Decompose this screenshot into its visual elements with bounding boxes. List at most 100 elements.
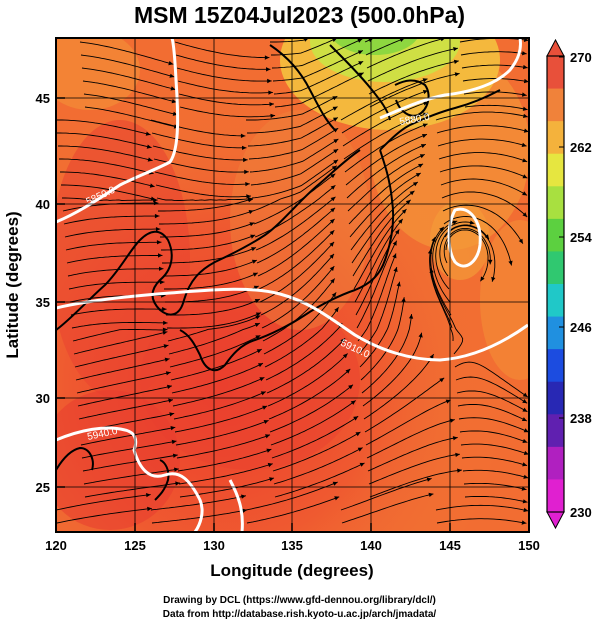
streamline	[459, 430, 528, 443]
streamline	[345, 133, 428, 186]
streamline	[71, 322, 168, 329]
streamline	[346, 143, 427, 199]
streamline	[167, 312, 262, 329]
streamline-arrowhead	[523, 78, 529, 84]
streamline-arrowhead	[480, 276, 485, 282]
streamline	[460, 51, 527, 56]
streamline	[253, 173, 336, 225]
streamline	[274, 72, 364, 108]
streamline-arrowhead	[330, 207, 336, 213]
streamline	[462, 469, 529, 479]
streamline	[351, 190, 415, 264]
streamline-arrowhead	[330, 173, 336, 179]
colorbar-tick-label: 270	[570, 50, 592, 65]
streamline	[262, 278, 336, 342]
streamline	[67, 268, 164, 277]
streamline	[150, 119, 246, 137]
streamline-arrowhead	[242, 508, 248, 513]
height-contours	[56, 38, 529, 532]
streamline-arrowhead	[415, 173, 421, 178]
y-tick-label: 30	[36, 391, 50, 406]
streamline	[76, 371, 171, 394]
streamline-arrowhead	[423, 112, 428, 117]
streamline	[77, 385, 173, 407]
streamline	[353, 208, 407, 290]
streamline	[63, 215, 160, 225]
streamline-arrowhead	[429, 354, 434, 360]
colorbar-segment	[547, 446, 564, 480]
colorbar-segment	[547, 414, 564, 448]
streamline	[66, 254, 163, 264]
streamline	[441, 191, 528, 218]
streamline-arrowhead	[457, 468, 462, 473]
streamline-arrowhead	[331, 292, 337, 298]
wind-streamlines	[56, 38, 529, 525]
streamline	[437, 138, 527, 147]
streamline	[70, 308, 167, 316]
streamline-arrowhead	[452, 220, 458, 225]
streamline-arrowhead	[420, 144, 426, 149]
streamline-arrowhead	[329, 241, 335, 247]
colorbar-segment	[547, 186, 564, 220]
streamline-arrowhead	[522, 499, 528, 504]
streamline	[348, 163, 424, 225]
streamline	[343, 112, 429, 160]
streamline	[263, 292, 337, 355]
axis-ticks	[55, 97, 530, 532]
x-tick-label: 150	[518, 538, 540, 553]
streamline	[271, 415, 359, 459]
streamline-arrowhead	[250, 234, 256, 239]
streamline-arrowhead	[521, 520, 527, 525]
colorbar-top-arrow	[546, 38, 565, 57]
streamline	[171, 362, 264, 394]
streamline	[436, 125, 529, 134]
streamline	[82, 454, 178, 472]
streamline-arrowhead	[522, 399, 528, 404]
streamline	[360, 297, 405, 381]
x-tick-label: 135	[281, 538, 303, 553]
streamline-arrowhead	[329, 266, 335, 271]
streamline-arrowhead	[429, 268, 434, 273]
streamline-arrowhead	[408, 314, 414, 319]
streamline	[65, 241, 162, 251]
streamline	[178, 463, 273, 485]
streamline-arrowhead	[439, 226, 444, 232]
streamline-arrowhead	[256, 349, 262, 354]
streamline	[362, 332, 423, 407]
streamline-arrowhead	[523, 428, 529, 433]
streamline-arrowhead	[251, 247, 256, 252]
streamline-arrowhead	[521, 486, 527, 491]
streamline-arrowhead	[398, 218, 403, 224]
streamline-arrowhead	[146, 144, 152, 149]
streamline	[170, 348, 262, 381]
streamline-arrowhead	[518, 238, 523, 244]
streamline	[259, 241, 335, 303]
streamline	[365, 38, 405, 56]
streamline	[62, 197, 158, 201]
streamline-arrowhead	[521, 92, 527, 97]
streamline	[250, 148, 339, 186]
streamline	[64, 228, 161, 238]
streamline-arrowhead	[249, 222, 255, 227]
streamline-arrowhead	[426, 477, 432, 482]
streamline-arrowhead	[329, 230, 335, 235]
streamline-arrowhead	[358, 61, 364, 66]
streamline	[368, 60, 459, 95]
streamline-arrowhead	[342, 353, 348, 359]
streamline-arrowhead	[522, 407, 528, 412]
streamline	[265, 322, 343, 381]
streamline-arrowhead	[172, 453, 178, 458]
streamline-arrowhead	[359, 462, 365, 467]
streamline	[246, 95, 338, 121]
streamline	[249, 138, 339, 173]
streamline	[272, 50, 364, 82]
streamline-arrowhead	[345, 368, 351, 374]
streamline	[81, 67, 176, 91]
streamline-arrowhead	[523, 474, 529, 479]
streamline	[455, 376, 528, 404]
streamline	[461, 64, 528, 69]
streamline	[464, 495, 528, 503]
streamline-arrowhead	[523, 450, 529, 455]
streamline-arrowhead	[253, 285, 259, 290]
streamline	[255, 196, 336, 251]
